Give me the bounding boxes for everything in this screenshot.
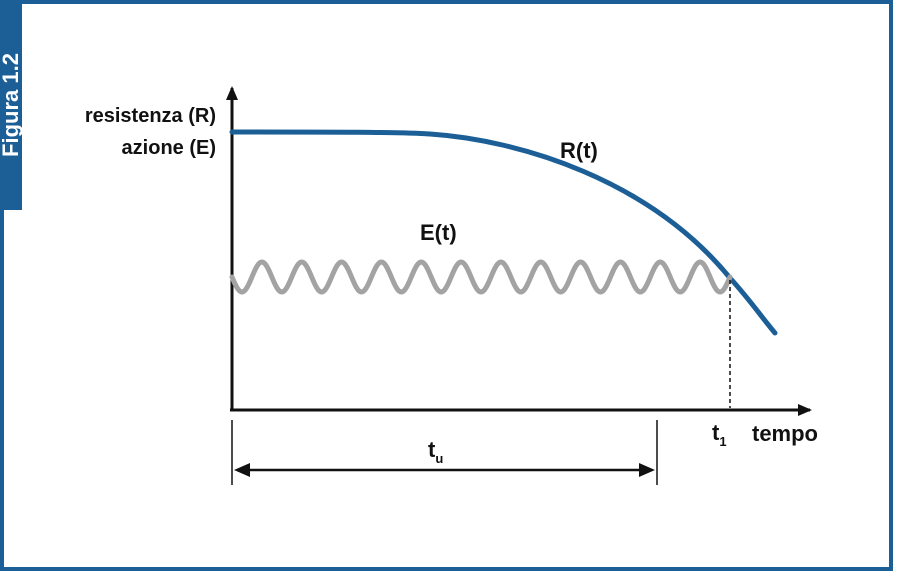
- tu-label-main: t: [428, 437, 436, 462]
- resistance-curve-label: R(t): [560, 138, 598, 163]
- tu-label: tu: [428, 437, 443, 466]
- action-curve: [229, 259, 733, 295]
- tu-label-sub: u: [435, 451, 443, 466]
- x-axis-label: tempo: [752, 421, 818, 446]
- t1-label-sub: 1: [719, 434, 726, 449]
- figure-tab: Figura 1.2: [0, 0, 23, 210]
- t1-label: t1: [712, 420, 727, 449]
- tu-arrow-left-head: [234, 463, 250, 477]
- figure-tab-label: Figura 1.2: [0, 53, 23, 157]
- t1-label-main: t: [712, 420, 720, 445]
- y-axis-label-line2: azione (E): [122, 137, 216, 159]
- y-axis-label-line1: resistenza (R): [85, 105, 216, 127]
- action-curve-label: E(t): [420, 220, 457, 245]
- tu-arrow-right-head: [639, 463, 655, 477]
- resistance-curve: [229, 129, 778, 336]
